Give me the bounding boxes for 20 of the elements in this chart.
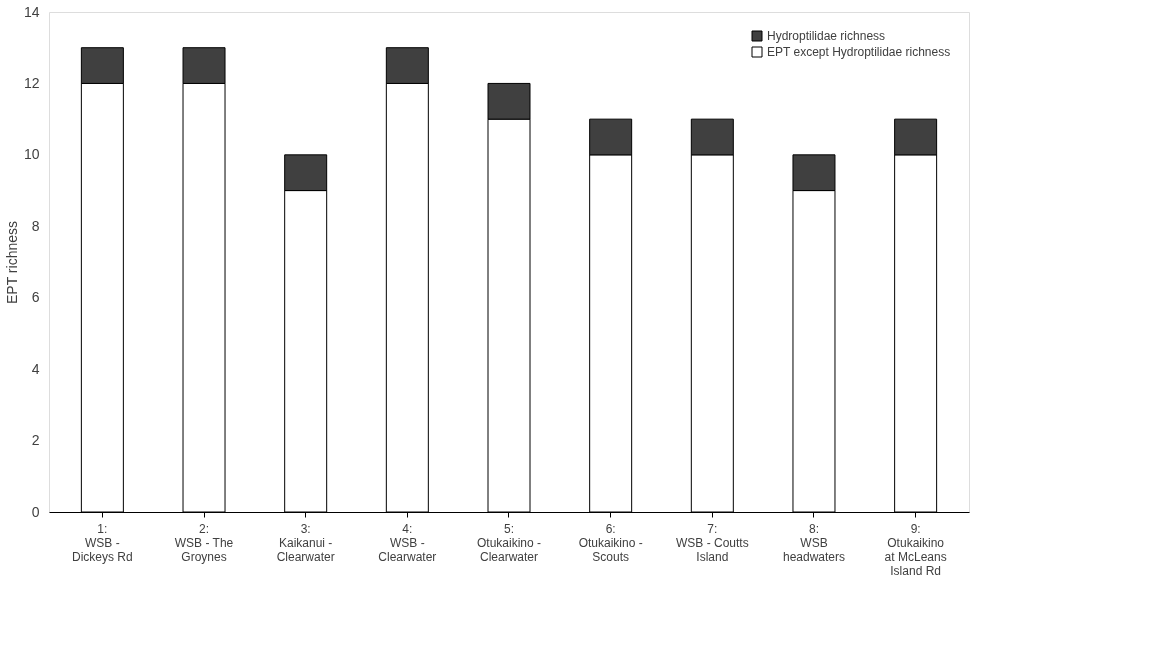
y-tick-label: 14 <box>23 3 40 20</box>
x-tick-label: 5: Otukaikino - Clearwater <box>476 521 542 564</box>
legend-label: Hydroptilidae richness <box>767 29 886 43</box>
x-tick-label: 4: WSB - Clearwater <box>378 521 437 564</box>
y-tick-label: 6 <box>31 289 40 306</box>
x-tick-label: 2: WSB - The Groynes <box>174 521 234 564</box>
legend-label: EPT except Hydroptilidae richness <box>767 45 951 59</box>
y-tick-label: 10 <box>23 146 40 163</box>
y-tick-label: 4 <box>31 360 40 377</box>
y-axis-title: EPT richness <box>3 221 20 304</box>
y-tick-label: 2 <box>31 432 40 449</box>
x-tick-label: 6: Otukaikino - Scouts <box>578 521 643 564</box>
y-tick-label: 8 <box>31 217 40 234</box>
x-tick-label: 7: WSB - Coutts Island <box>675 521 749 564</box>
x-tick-label: 3: Kaikanui - Clearwater <box>276 521 335 564</box>
x-tick-label: 9: Otukaikino at McLeans Island Rd <box>884 521 947 578</box>
y-tick-label: 0 <box>31 503 40 520</box>
x-tick-label: 1: WSB - Dickeys Rd <box>72 521 133 564</box>
y-tick-label: 12 <box>23 74 40 91</box>
x-tick-label: 8: WSB headwaters <box>782 521 845 564</box>
